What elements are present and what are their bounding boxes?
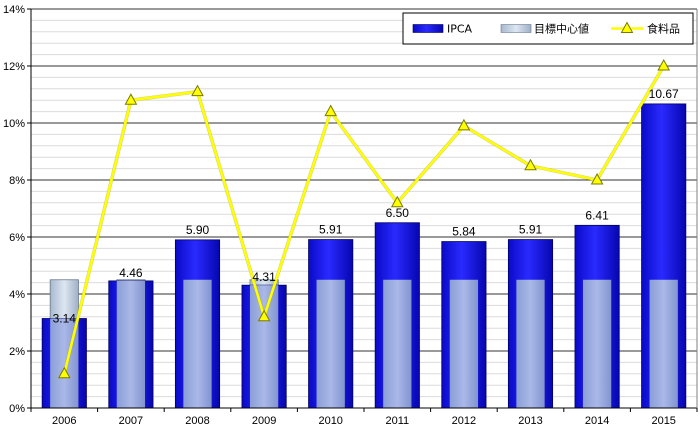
data-label-ipca: 5.84	[452, 225, 476, 239]
legend-swatch-ipca	[412, 24, 444, 33]
legend-box	[402, 12, 694, 45]
data-label-ipca: 5.91	[519, 223, 543, 237]
line-food-marker	[390, 195, 404, 208]
x-tick-label: 2010	[318, 415, 342, 427]
bar-target	[582, 279, 612, 408]
x-tick-label: 2013	[518, 415, 542, 427]
x-tick-label: 2012	[452, 415, 476, 427]
x-tick-label: 2014	[585, 415, 609, 427]
y-tick-label: 0%	[9, 403, 25, 415]
y-tick-label: 2%	[9, 346, 25, 358]
x-tick-label: 2008	[185, 415, 209, 427]
bar-target	[516, 279, 545, 408]
legend-label-ipca: IPCA	[447, 23, 473, 36]
y-tick-label: 4%	[9, 289, 25, 301]
line-food-marker	[657, 58, 671, 71]
legend-swatch-target	[500, 24, 532, 33]
y-tick-label: 12%	[3, 61, 25, 73]
x-tick-label: 2009	[252, 415, 276, 427]
axes: 0% 2% 4% 6% 8% 10% 12% 14% 2006 2007 2008 2009 2010 2…	[3, 4, 698, 427]
line-food	[63, 65, 665, 375]
bars	[41, 103, 687, 409]
x-tick-label: 2006	[52, 415, 76, 427]
line-food-marker	[324, 104, 338, 117]
legend-label-food: 食料品	[647, 22, 680, 36]
data-label-ipca: 6.50	[386, 206, 410, 220]
legend-swatch-food-marker	[620, 21, 634, 33]
legend-label-target: 目標中心値	[534, 22, 589, 36]
x-tick-label: 2007	[119, 415, 143, 427]
bar-target-overlap	[116, 280, 146, 408]
line-food-marker	[590, 172, 604, 185]
line-food-marker	[257, 309, 271, 322]
bar-target	[316, 279, 345, 408]
data-label-ipca: 3.14	[53, 312, 77, 326]
x-tick-label: 2015	[651, 415, 675, 427]
x-tick-label: 2011	[385, 415, 409, 427]
bar-target	[183, 279, 212, 408]
y-tick-label: 8%	[9, 175, 25, 187]
data-label-ipca: 10.67	[649, 87, 679, 101]
line-food-marker	[191, 84, 204, 97]
bar-target	[383, 279, 412, 408]
data-label-ipca: 4.31	[252, 270, 276, 284]
line-food-marker	[124, 93, 138, 105]
bar-target-overlap	[249, 285, 279, 408]
y-tick-label: 14%	[3, 4, 25, 16]
data-label-ipca: 4.46	[119, 266, 143, 280]
data-label-ipca: 6.41	[585, 208, 609, 222]
line-food-marker	[57, 366, 71, 379]
line-food-marker	[524, 158, 537, 171]
y-tick-label: 6%	[9, 232, 25, 244]
legend: IPCA 目標中心値 食料品	[402, 12, 694, 45]
data-labels: 3.14 4.46 5.90 4.31 5.91 6.50 5.84 5.91 6.41 10.6…	[53, 87, 679, 326]
data-label-ipca: 5.90	[186, 223, 210, 237]
line-food-marker	[457, 118, 471, 131]
data-label-ipca: 5.91	[319, 223, 343, 237]
bar-target	[649, 279, 678, 408]
bar-target	[449, 279, 479, 408]
y-tick-label: 10%	[3, 118, 25, 130]
line-series	[57, 58, 671, 379]
